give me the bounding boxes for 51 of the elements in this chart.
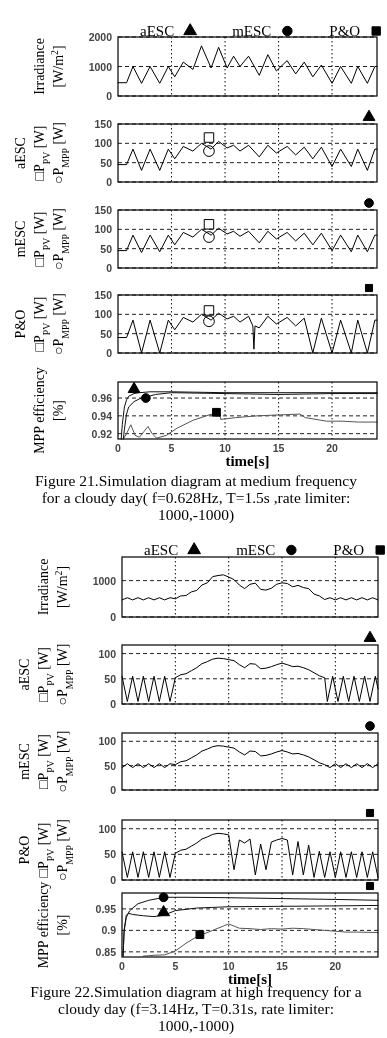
legend-label: mESC: [232, 23, 272, 39]
x-tick-label: 0: [119, 960, 126, 972]
x-tick-label: 15: [276, 960, 288, 972]
x-tick-label: 15: [272, 442, 285, 454]
y-axis-title: MPP efficiency [%]: [32, 367, 66, 454]
x-tick-label: 5: [168, 442, 175, 454]
y-tick-label: 100: [98, 647, 117, 660]
y-tick-label: 1000: [92, 574, 117, 587]
x-tick-label: 20: [326, 442, 339, 454]
y-tick-label: 0.96: [91, 392, 113, 405]
y-tick-label: 0.94: [91, 409, 113, 422]
y-tick-label: 150: [94, 289, 113, 301]
y-tick-label: 100: [94, 308, 113, 321]
y-tick-label: 100: [98, 822, 117, 835]
y-axis-title: MPP efficiency [%]: [36, 881, 70, 969]
x-tick-label: 10: [222, 960, 235, 972]
y-tick-label: 0.9: [101, 924, 117, 937]
y-tick-label: 0.95: [95, 902, 117, 915]
y-tick-label: 0: [110, 698, 117, 710]
x-axis-title: time[s]: [225, 453, 270, 469]
legend-label: aESC: [144, 542, 179, 558]
y-tick-label: 1000: [88, 60, 113, 73]
y-tick-label: 100: [94, 137, 113, 150]
legend-label: mESC: [236, 542, 276, 558]
y-tick-label: 0.92: [91, 427, 113, 440]
y-tick-label: 50: [100, 327, 113, 340]
y-tick-label: 0: [106, 262, 113, 274]
y-tick-label: 100: [98, 735, 117, 748]
y-tick-label: 50: [100, 156, 113, 169]
y-tick-label: 0: [110, 784, 117, 796]
y-tick-label: 150: [94, 118, 113, 130]
x-tick-label: 5: [172, 960, 179, 972]
x-tick-label: 10: [219, 442, 232, 454]
y-tick-label: 100: [94, 223, 113, 236]
x-tick-label: 20: [329, 960, 342, 972]
caption: Figure 21.Simulation diagram at medium frequency for a cloudy day( f=0.628Hz, T=1.5s ,rate limiter: 1000,-1000): [35, 472, 358, 524]
y-tick-label: 50: [104, 848, 117, 861]
legend-label: P&O: [329, 23, 361, 39]
y-tick-label: 2000: [88, 31, 113, 43]
y-tick-label: 0: [106, 176, 113, 188]
y-tick-label: 0.85: [95, 945, 117, 958]
y-tick-label: 50: [104, 672, 117, 685]
legend-label: P&O: [333, 542, 365, 558]
y-tick-label: 0: [110, 611, 117, 623]
y-tick-label: 0: [106, 347, 113, 359]
y-tick-label: 150: [94, 204, 113, 216]
y-tick-label: 50: [104, 759, 117, 772]
y-tick-label: 50: [100, 242, 113, 255]
y-tick-label: 0: [106, 90, 113, 102]
y-tick-label: 0: [110, 874, 117, 886]
legend-label: aESC: [140, 23, 175, 39]
